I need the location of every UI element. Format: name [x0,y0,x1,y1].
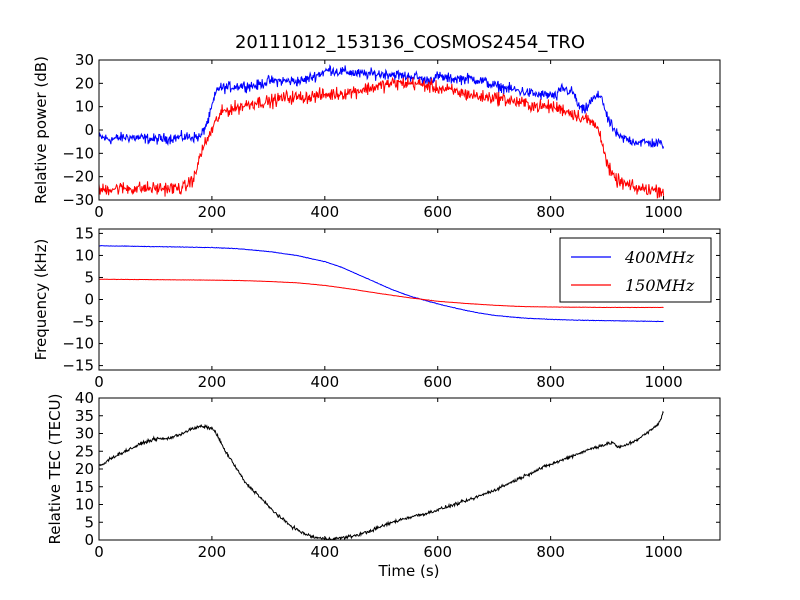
y-tick-label: 10 [75,246,94,264]
power-ylabel: Relative power (dB) [32,56,50,204]
y-tick-label: −5 [72,313,94,331]
legend-label-400mhz: 400MHz [624,248,695,267]
x-tick-label: 200 [198,203,227,221]
tec-series-tec [99,410,664,540]
y-tick-label: 30 [75,425,94,443]
x-tick-label: 600 [423,203,452,221]
y-tick-label: 30 [75,51,94,69]
power-panel: 0 200 400 600 800 1000 −30 −20 −10 0 10 20 30 Relativ… [32,51,721,221]
x-tick-label: 200 [198,373,227,391]
legend-label-150mhz: 150MHz [625,276,695,295]
figure-title: 20111012_153136_COSMOS2454_TRO [235,32,585,53]
power-series-red [99,76,665,199]
x-tick-label: 1000 [644,373,682,391]
y-tick-label: −30 [62,191,94,209]
y-tick-label: 0 [84,531,94,549]
frequency-series-150mhz [99,278,664,309]
frequency-series-400mhz [99,244,664,323]
y-tick-label: 25 [75,442,94,460]
frequency-legend: 400MHz 150MHz [559,237,712,303]
x-tick-label: 200 [198,543,227,561]
y-tick-label: 20 [75,74,94,92]
power-series-blue [99,64,665,149]
tec-ylabel: Relative TEC (TECU) [46,394,64,545]
frequency-ylabel: Frequency (kHz) [32,239,50,361]
y-tick-label: 0 [84,121,94,139]
y-tick-label: 10 [75,496,94,514]
y-tick-label: −10 [62,144,94,162]
x-tick-label: 800 [536,203,565,221]
x-tick-label: 800 [536,373,565,391]
frequency-panel: 0 200 400 600 800 1000 −15 −10 −5 0 5 10 15 Frequency… [32,224,721,391]
y-tick-label: 0 [84,291,94,309]
x-axis-label: Time (s) [378,562,440,580]
y-tick-label: 35 [75,407,94,425]
x-tick-label: 0 [94,203,104,221]
y-tick-label: 20 [75,460,94,478]
y-tick-label: 40 [75,389,94,407]
x-tick-label: 1000 [644,543,682,561]
y-tick-label: −10 [62,335,94,353]
x-tick-label: 0 [94,543,104,561]
x-tick-label: 600 [423,543,452,561]
y-tick-label: 15 [75,478,94,496]
x-tick-label: 400 [310,543,339,561]
x-tick-label: 0 [94,373,104,391]
y-tick-label: −20 [62,168,94,186]
x-tick-label: 800 [536,543,565,561]
y-tick-label: 15 [75,224,94,242]
x-tick-label: 1000 [644,203,682,221]
y-tick-label: 10 [75,98,94,116]
x-tick-label: 400 [310,203,339,221]
x-tick-label: 600 [423,373,452,391]
legend-box [559,237,712,303]
y-tick-label: 5 [84,268,94,286]
y-tick-label: −15 [62,357,94,375]
x-tick-label: 400 [310,373,339,391]
y-tick-label: 5 [84,513,94,531]
